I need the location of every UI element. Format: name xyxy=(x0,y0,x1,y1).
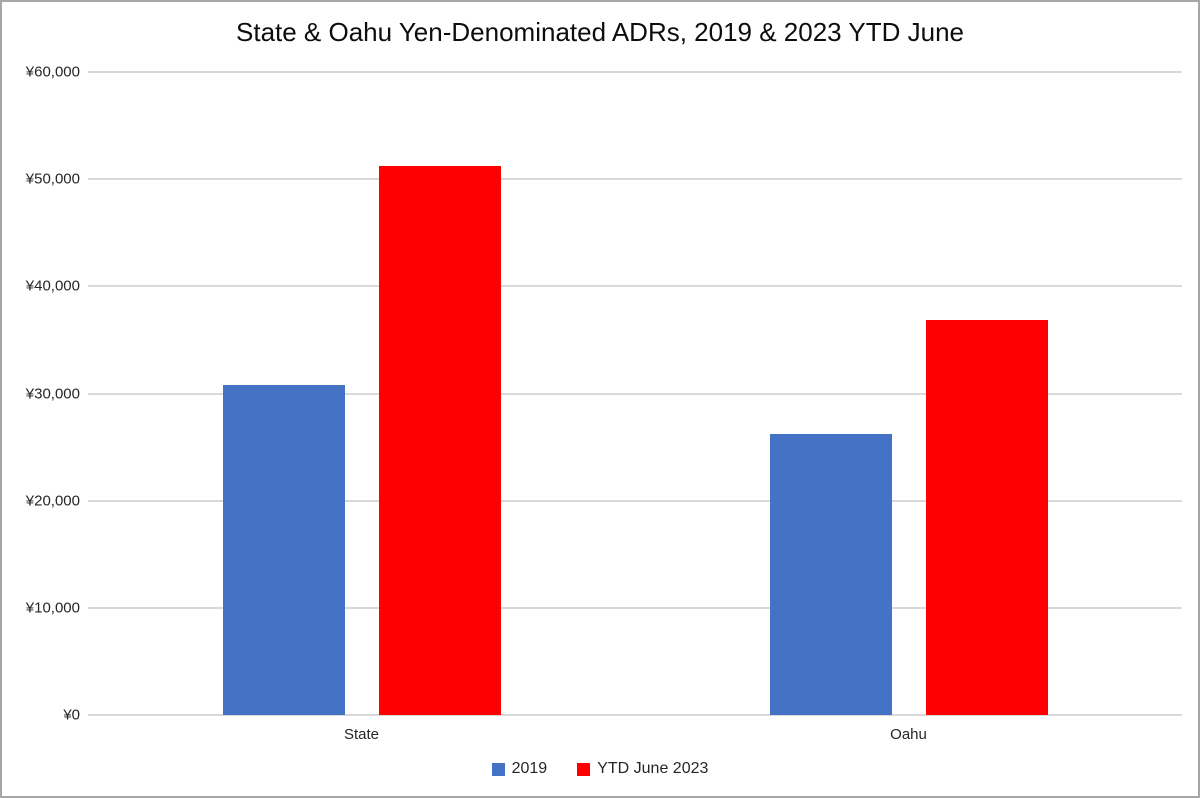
y-tick-label-60000: ¥60,000 xyxy=(25,63,80,81)
legend-swatch-icon xyxy=(577,762,591,776)
gridline-50000 xyxy=(88,178,1182,181)
bar-oahu-ytd-june-2023 xyxy=(926,320,1048,715)
gridline-60000 xyxy=(88,71,1182,73)
legend-item-2019: 2019 xyxy=(491,760,548,778)
y-tick-label-0: ¥0 xyxy=(63,706,80,724)
legend-item-ytd-june-2023: YTD June 2023 xyxy=(577,760,708,778)
plot-area xyxy=(88,71,1182,716)
gridline-10000 xyxy=(88,606,1182,609)
y-tick-label-10000: ¥10,000 xyxy=(25,599,80,617)
y-axis: ¥0 ¥10,000 ¥20,000 ¥30,000 ¥40,000 ¥50,000 ¥60… xyxy=(2,64,80,724)
gridline-20000 xyxy=(88,499,1182,502)
x-axis: State Oahu xyxy=(88,724,1182,746)
bar-state-2019 xyxy=(223,385,345,715)
gridline-40000 xyxy=(88,285,1182,288)
legend-label: 2019 xyxy=(511,760,548,777)
bar-state-ytd-june-2023 xyxy=(379,166,501,715)
x-category-label-state: State xyxy=(343,726,380,743)
y-tick-label-30000: ¥30,000 xyxy=(25,385,80,402)
chart-title: State & Oahu Yen-Denominated ADRs, 2019 … xyxy=(236,17,964,47)
legend: 2019 YTD June 2023 xyxy=(2,756,1198,782)
y-tick-label-20000: ¥20,000 xyxy=(25,492,80,510)
y-tick-label-40000: ¥40,000 xyxy=(25,277,80,295)
bar-oahu-2019 xyxy=(770,434,892,715)
legend-swatch-icon xyxy=(491,762,505,776)
legend-label: YTD June 2023 xyxy=(597,760,709,777)
gridline-0 xyxy=(88,714,1182,716)
y-tick-label-50000: ¥50,000 xyxy=(25,170,80,188)
gridline-30000 xyxy=(88,392,1182,395)
x-category-label-oahu: Oahu xyxy=(890,726,927,743)
